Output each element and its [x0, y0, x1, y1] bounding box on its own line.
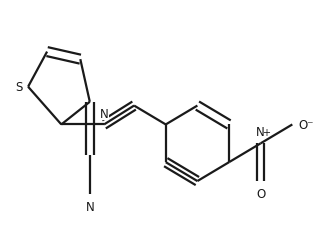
- Text: +: +: [262, 128, 270, 137]
- Text: O: O: [256, 187, 265, 200]
- Text: O⁻: O⁻: [298, 119, 314, 131]
- Text: N: N: [256, 126, 265, 139]
- Text: N: N: [100, 107, 109, 120]
- Text: N: N: [85, 201, 94, 213]
- Text: S: S: [15, 81, 23, 94]
